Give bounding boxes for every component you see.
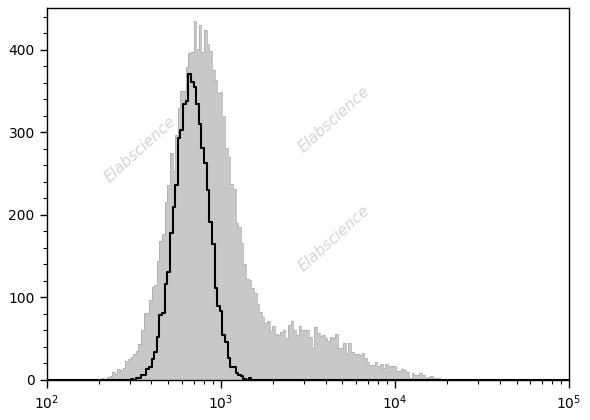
Text: Elabscience: Elabscience <box>296 203 372 274</box>
Text: Elabscience: Elabscience <box>296 84 372 155</box>
Text: Elabscience: Elabscience <box>102 114 179 185</box>
